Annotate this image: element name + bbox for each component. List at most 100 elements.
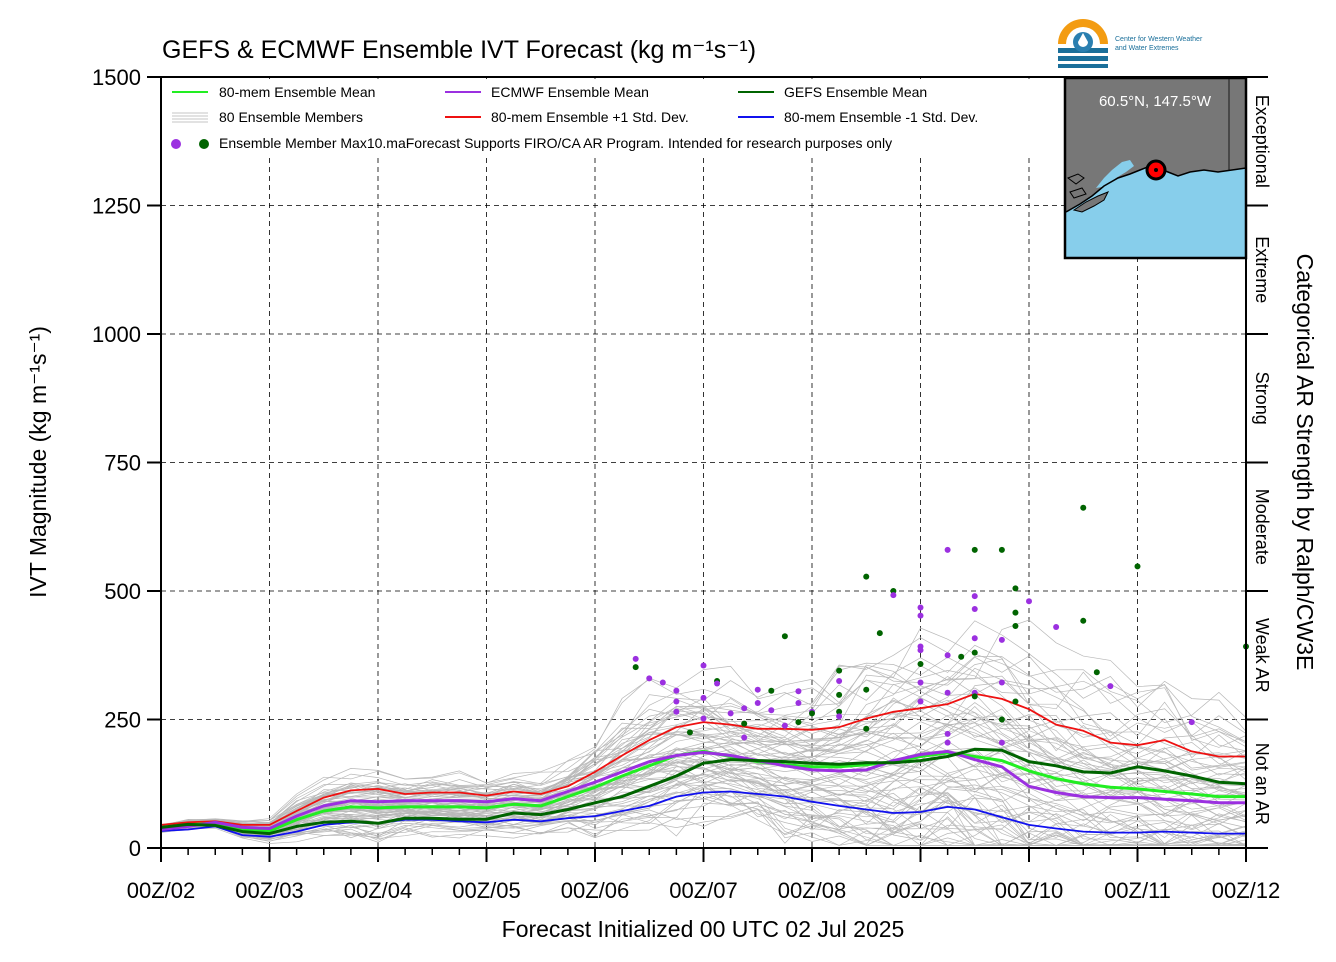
max-marker-ecmwf: [727, 710, 734, 717]
map-water: [1066, 166, 1246, 258]
x-tick-label: 00Z/04: [344, 878, 413, 903]
max-marker-gefs: [971, 693, 978, 700]
max-marker-ecmwf: [890, 592, 897, 599]
legend-swatch-members: [172, 112, 208, 123]
max-marker-ecmwf: [836, 713, 843, 720]
series-lines: [160, 692, 1247, 838]
series-line-ecmwf-mean: [160, 749, 1246, 831]
max-marker-ecmwf: [700, 715, 707, 722]
series-line-plus-std: [160, 692, 1246, 826]
series-line-minus-std: [160, 790, 1246, 838]
ensemble-member-line: [160, 734, 1247, 831]
max-marker-ecmwf: [659, 679, 666, 686]
max-marker-gefs: [1012, 698, 1019, 705]
legend-marker-gefs: [199, 139, 209, 149]
max-marker-gefs: [836, 708, 843, 715]
max-marker-gefs: [1080, 617, 1087, 624]
max-marker-ecmwf: [944, 652, 951, 659]
x-tick-label: 00Z/06: [561, 878, 630, 903]
max-marker-gefs: [958, 653, 965, 660]
legend-note-text: 10.maForecast Supports FIRO/CA AR Progra…: [367, 135, 892, 151]
x-axis-label: Forecast Initialized 00 UTC 02 Jul 2025: [502, 916, 905, 942]
x-tick-label: 00Z/02: [127, 878, 196, 903]
max-marker-gefs: [1093, 669, 1100, 676]
max-marker-gefs: [741, 720, 748, 727]
max-marker-ecmwf: [998, 636, 1005, 643]
max-marker-gefs: [836, 691, 843, 698]
x-tick-label: 00Z/11: [1104, 878, 1171, 903]
max-marker-ecmwf: [971, 593, 978, 600]
max-marker-ecmwf: [646, 675, 653, 682]
legend-label-minus-std: 80-mem Ensemble -1 Std. Dev.: [784, 109, 978, 125]
y-tick-label: 750: [104, 451, 141, 476]
max-marker-ecmwf: [673, 708, 680, 715]
category-axis: Not an AR Weak AR Moderate Strong Extreme Exc…: [1246, 76, 1272, 849]
right-axis-label: Categorical AR Strength by Ralph/CW3E: [1292, 254, 1318, 671]
x-tick-label: 00Z/10: [995, 878, 1064, 903]
cw3e-logo: Center for Western Weather and Water Ext…: [1058, 19, 1203, 70]
x-tick-label: 00Z/05: [452, 878, 521, 903]
chart-title: GEFS & ECMWF Ensemble IVT Forecast (kg m…: [162, 36, 756, 64]
series-line-gefs-mean: [160, 747, 1247, 836]
ensemble-member-line: [160, 749, 1246, 846]
legend: 80-mem Ensemble Mean ECMWF Ensemble Mean…: [163, 79, 1033, 157]
max-marker-ecmwf: [917, 612, 924, 619]
y-tick-label: 1500: [92, 65, 141, 90]
ensemble-member-line: [160, 687, 1247, 829]
max-markers: [632, 504, 1249, 746]
category-label: Weak AR: [1252, 618, 1272, 693]
max-marker-ecmwf: [700, 662, 707, 669]
max-marker-ecmwf: [632, 655, 639, 662]
max-marker-gefs: [768, 687, 775, 694]
max-marker-ecmwf: [781, 722, 788, 729]
map-location-label: 60.5°N, 147.5°W: [1099, 93, 1212, 110]
max-marker-gefs: [1134, 563, 1141, 570]
max-marker-gefs: [1012, 622, 1019, 629]
max-marker-ecmwf: [944, 546, 951, 553]
max-marker-gefs: [890, 588, 897, 594]
max-marker-ecmwf: [971, 605, 978, 612]
ensemble-member-line: [160, 644, 1247, 829]
ensemble-members: [160, 619, 1247, 846]
legend-label-max-text: Ensemble Member Max: [219, 135, 367, 151]
ensemble-member-line: [160, 656, 1247, 827]
max-marker-ecmwf: [917, 604, 924, 611]
max-marker-ecmwf: [754, 686, 761, 693]
map-frame: [1063, 76, 1248, 260]
max-marker-gefs: [998, 546, 1005, 553]
category-label: Not an AR: [1252, 743, 1272, 825]
x-axis: 00Z/02 00Z/03 00Z/04 00Z/05 00Z/06 00Z/07 00Z/…: [127, 848, 1280, 903]
legend-label-ens-mean: 80-mem Ensemble Mean: [219, 84, 375, 100]
legend-background: [163, 79, 1033, 157]
y-axis: 0 250 500 750 1000 1250 1500: [92, 65, 161, 861]
y-tick-label: 0: [129, 836, 141, 861]
max-marker-ecmwf: [944, 739, 951, 746]
location-marker-center: [1154, 168, 1158, 172]
max-marker-gefs: [781, 633, 788, 640]
max-marker-ecmwf: [944, 730, 951, 737]
legend-label-gefs-mean: GEFS Ensemble Mean: [784, 84, 927, 100]
ensemble-member-line: [160, 697, 1247, 831]
max-marker-ecmwf: [1053, 623, 1060, 630]
map-kenai: [1072, 191, 1110, 213]
max-marker-ecmwf: [917, 679, 924, 686]
max-marker-ecmwf: [971, 635, 978, 642]
max-marker-gefs: [1012, 585, 1019, 592]
ensemble-member-line: [160, 791, 1247, 846]
max-marker-gefs: [809, 710, 815, 717]
y-tick-label: 500: [104, 579, 141, 604]
x-tick-label: 00Z/03: [235, 878, 304, 903]
max-marker-gefs: [1080, 504, 1087, 511]
max-marker-gefs: [863, 725, 870, 732]
max-marker-ecmwf: [917, 647, 924, 654]
max-marker-gefs: [1012, 609, 1019, 616]
max-marker-ecmwf: [714, 680, 721, 687]
max-marker-gefs: [971, 546, 978, 553]
map-islands: [1066, 173, 1087, 199]
max-marker-ecmwf: [795, 688, 802, 695]
ensemble-member-line: [160, 667, 1247, 834]
y-tick-label: 1250: [92, 194, 141, 219]
max-marker-ecmwf: [944, 689, 951, 696]
category-label: Moderate: [1252, 489, 1272, 565]
map-cook-inlet: [1096, 160, 1134, 188]
